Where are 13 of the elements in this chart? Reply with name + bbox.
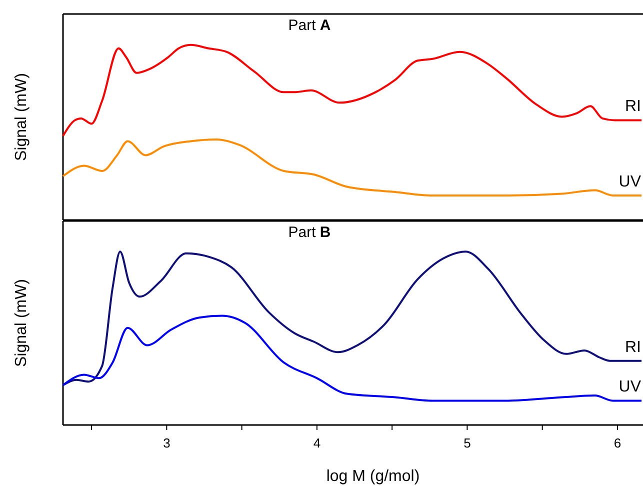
x-tick-label: 6: [614, 435, 622, 450]
x-tick-label: 3: [163, 435, 170, 450]
series-label: UV: [618, 378, 642, 396]
chart-title: Part B: [288, 224, 331, 241]
x-axis-title: log M (g/mol): [326, 468, 420, 485]
y-axis-title: Signal (mW): [13, 72, 30, 162]
series-label: RI: [625, 98, 641, 116]
chart-title: Part A: [288, 17, 331, 34]
x-tick-label: 5: [464, 435, 471, 450]
y-axis-title: Signal (mW): [13, 278, 30, 368]
series-label: RI: [625, 338, 641, 356]
series-label: UV: [618, 173, 642, 190]
x-tick-label: 4: [313, 435, 321, 450]
